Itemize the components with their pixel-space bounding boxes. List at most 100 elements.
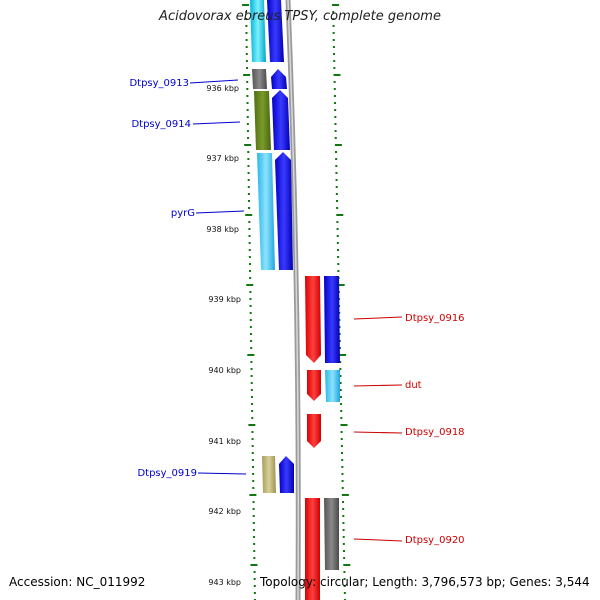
gene-label-leader: [192, 121, 241, 125]
gene-arrow[interactable]: [272, 90, 290, 150]
minor-tick: [251, 466, 254, 468]
gene-label-dut[interactable]: dut: [405, 380, 422, 391]
major-tick: [333, 74, 341, 76]
kbp-label-942: 942 kbp: [208, 507, 241, 516]
minor-tick: [336, 235, 339, 237]
minor-tick: [253, 550, 256, 552]
major-tick: [247, 354, 255, 356]
minor-tick: [247, 158, 250, 160]
minor-tick: [334, 130, 337, 132]
minor-tick: [248, 207, 251, 209]
gene-label-Dtpsy_0916[interactable]: Dtpsy_0916: [405, 313, 465, 324]
gene-arrow[interactable]: [267, 0, 284, 62]
gene-cog-bar[interactable]: [325, 370, 340, 402]
minor-tick: [246, 81, 249, 83]
minor-tick: [250, 347, 253, 349]
minor-tick: [249, 270, 252, 272]
genome-stats-text: Topology: circular; Length: 3,796,573 bp…: [260, 575, 590, 589]
minor-tick: [249, 333, 252, 335]
minor-tick: [333, 53, 336, 55]
minor-tick: [340, 403, 343, 405]
minor-tick: [248, 249, 251, 251]
gene-label-Dtpsy_0914[interactable]: Dtpsy_0914: [131, 119, 191, 130]
gene-label-Dtpsy_0913[interactable]: Dtpsy_0913: [129, 78, 189, 89]
minor-tick: [249, 312, 252, 314]
minor-tick: [343, 571, 346, 573]
gene-cog-bar[interactable]: [254, 91, 271, 150]
minor-tick: [248, 235, 251, 237]
minor-tick: [342, 536, 345, 538]
gene-label-pyrG[interactable]: pyrG: [171, 208, 195, 219]
minor-tick: [250, 389, 253, 391]
minor-tick: [251, 445, 254, 447]
gene-label-leader: [189, 79, 239, 84]
minor-tick: [246, 67, 249, 69]
gene-arrow[interactable]: [305, 276, 321, 363]
minor-tick: [332, 39, 335, 41]
minor-tick: [343, 585, 346, 587]
kbp-label-938: 938 kbp: [206, 225, 239, 234]
minor-tick: [252, 473, 255, 475]
major-tick: [244, 144, 252, 146]
major-tick: [332, 4, 340, 6]
minor-tick: [343, 557, 346, 559]
gene-cog-bar[interactable]: [262, 456, 276, 493]
minor-tick: [336, 228, 339, 230]
minor-tick: [253, 578, 256, 580]
minor-tick: [339, 368, 342, 370]
minor-tick: [252, 515, 255, 517]
gene-label-Dtpsy_0919[interactable]: Dtpsy_0919: [137, 468, 197, 479]
gene-label-Dtpsy_0920[interactable]: Dtpsy_0920: [405, 535, 465, 546]
gene-cog-bar[interactable]: [324, 276, 340, 363]
minor-tick: [341, 466, 344, 468]
minor-tick: [252, 487, 255, 489]
gene-arrow[interactable]: [279, 456, 294, 493]
minor-tick: [246, 88, 249, 90]
minor-tick: [336, 242, 339, 244]
major-tick: [334, 144, 342, 146]
major-tick: [249, 494, 257, 496]
minor-tick: [332, 18, 335, 20]
minor-tick: [245, 39, 248, 41]
genome-backbone-highlight: [287, 0, 300, 600]
minor-tick: [250, 396, 253, 398]
minor-tick: [247, 165, 250, 167]
gene-arrow[interactable]: [307, 414, 321, 448]
minor-tick: [248, 242, 251, 244]
gene-arrow[interactable]: [275, 152, 293, 270]
minor-tick: [253, 592, 256, 594]
gene-cog-bar[interactable]: [250, 0, 266, 62]
gene-cog-bar[interactable]: [324, 498, 339, 570]
minor-tick: [245, 46, 248, 48]
minor-tick: [342, 508, 345, 510]
minor-tick: [248, 256, 251, 258]
minor-tick: [246, 130, 249, 132]
minor-tick: [340, 417, 343, 419]
minor-tick: [246, 109, 249, 111]
minor-tick: [247, 193, 250, 195]
minor-tick: [333, 60, 336, 62]
minor-tick: [334, 137, 337, 139]
minor-tick: [332, 46, 335, 48]
minor-tick: [251, 410, 254, 412]
gene-arrow[interactable]: [307, 370, 321, 401]
gene-label-Dtpsy_0918[interactable]: Dtpsy_0918: [405, 427, 465, 438]
gene-arrow[interactable]: [305, 498, 320, 600]
gene-cog-bar[interactable]: [257, 153, 275, 270]
minor-tick: [247, 172, 250, 174]
gene-arrow[interactable]: [271, 69, 287, 89]
minor-tick: [334, 123, 337, 125]
minor-tick: [248, 200, 250, 202]
gene-label-leader: [353, 431, 403, 434]
minor-tick: [249, 326, 252, 328]
minor-tick: [341, 473, 344, 475]
minor-tick: [246, 123, 249, 125]
minor-tick: [335, 158, 338, 160]
gene-label-leader: [195, 210, 245, 214]
minor-tick: [245, 32, 248, 34]
gene-cog-bar[interactable]: [252, 69, 267, 89]
minor-tick: [247, 179, 250, 181]
minor-tick: [335, 165, 338, 167]
minor-tick: [250, 361, 253, 363]
minor-tick: [335, 193, 338, 195]
